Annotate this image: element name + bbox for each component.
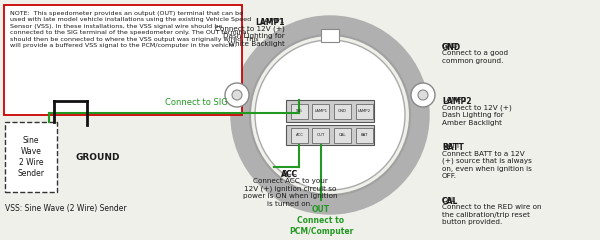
Text: OUT: OUT	[317, 133, 325, 137]
Text: GROUND: GROUND	[75, 152, 119, 162]
Circle shape	[232, 90, 242, 100]
Text: BATT
Connect BATT to a 12V
(+) source that is always
on, even when ignition is
O: BATT Connect BATT to a 12V (+) source th…	[442, 143, 532, 180]
Circle shape	[255, 40, 405, 190]
Text: LAMP2: LAMP2	[442, 97, 472, 106]
Circle shape	[411, 83, 435, 107]
Text: Sine
Wave
2 Wire
Sender: Sine Wave 2 Wire Sender	[17, 136, 44, 178]
Text: VSS: Sine Wave (2 Wire) Sender: VSS: Sine Wave (2 Wire) Sender	[5, 204, 127, 213]
Bar	[321, 29, 339, 42]
Text: NOTE:  This speedometer provides an output (OUT) terminal that can be
used with : NOTE: This speedometer provides an outpu…	[10, 11, 259, 48]
Bar	[286, 100, 374, 122]
Text: LAMP2
Connect to 12V (+)
Dash Lighting for
Amber Backlight: LAMP2 Connect to 12V (+) Dash Lighting f…	[442, 97, 512, 126]
Bar	[286, 125, 374, 145]
Text: ACC: ACC	[281, 170, 299, 179]
Bar	[355, 103, 373, 119]
Text: LAMP1: LAMP1	[256, 18, 285, 27]
Text: GND: GND	[338, 109, 347, 113]
Text: GND
Connect to a good
common ground.: GND Connect to a good common ground.	[442, 43, 508, 64]
Bar	[5, 122, 57, 192]
Bar	[334, 103, 351, 119]
Bar	[334, 127, 351, 143]
Bar	[313, 103, 329, 119]
Text: LAMP1
Connect to 12V (+)
Dash Lighting for
White Backlight: LAMP1 Connect to 12V (+) Dash Lighting f…	[215, 18, 285, 47]
Bar	[291, 103, 308, 119]
Text: Connect to SIG: Connect to SIG	[165, 98, 228, 107]
Text: GND: GND	[442, 43, 461, 52]
Text: ACC
Connect ACC to your
12V (+) ignition circuit so
power is ON when ignition
is: ACC Connect ACC to your 12V (+) ignition…	[243, 170, 337, 206]
Text: SIG: SIG	[296, 109, 303, 113]
Bar	[291, 127, 308, 143]
Text: LAMP2: LAMP2	[358, 109, 371, 113]
Bar	[313, 127, 329, 143]
Text: BATT: BATT	[442, 143, 464, 152]
Circle shape	[418, 90, 428, 100]
Text: LAMP1: LAMP1	[314, 109, 328, 113]
Text: BAT: BAT	[361, 133, 368, 137]
Circle shape	[225, 83, 249, 107]
Text: CAL
Connect to the RED wire on
the calibration/trip reset
button provided.: CAL Connect to the RED wire on the calib…	[442, 197, 542, 226]
Bar	[4, 5, 242, 115]
Text: CAL: CAL	[339, 133, 346, 137]
Text: CAL: CAL	[442, 197, 458, 206]
Bar	[355, 127, 373, 143]
Text: ACC: ACC	[295, 133, 304, 137]
Text: OUT
Connect to
PCM/Computer: OUT Connect to PCM/Computer	[289, 205, 353, 236]
